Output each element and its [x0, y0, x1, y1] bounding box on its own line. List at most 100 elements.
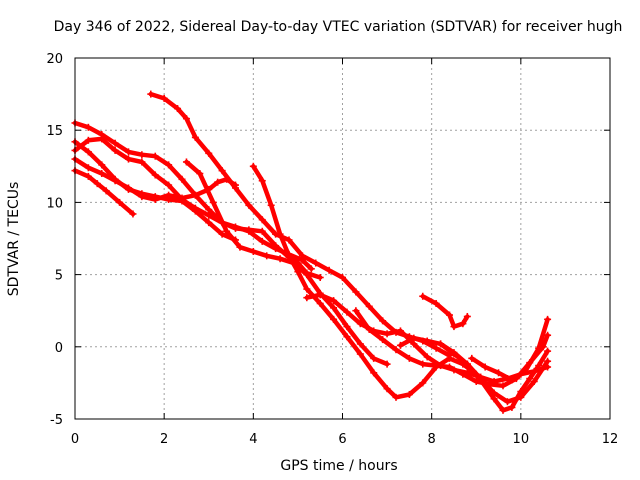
data-point — [178, 175, 186, 183]
data-point — [303, 294, 311, 302]
data-point — [214, 178, 222, 186]
data-point — [84, 148, 92, 156]
series-line — [72, 168, 136, 217]
axis-ticks — [74, 57, 611, 420]
data-point — [392, 393, 400, 401]
data-point — [174, 105, 182, 113]
data-point — [432, 344, 440, 352]
data-point — [472, 377, 480, 385]
data-point — [205, 211, 213, 219]
data-point — [111, 175, 119, 183]
data-point — [370, 354, 378, 362]
data-point — [521, 367, 529, 375]
data-point — [298, 252, 306, 260]
data-point — [191, 133, 199, 141]
data-point — [446, 311, 453, 319]
data-point — [205, 219, 213, 227]
data-point — [98, 135, 106, 143]
data-point — [178, 196, 186, 204]
data-point — [125, 148, 132, 156]
data-point — [405, 390, 413, 398]
data-point — [463, 360, 471, 368]
series-track-13 — [437, 340, 552, 414]
data-point — [218, 167, 226, 175]
data-point — [379, 317, 387, 325]
data-point — [236, 243, 244, 251]
x-tick-label: 10 — [513, 432, 530, 447]
data-point — [544, 347, 552, 355]
data-point — [84, 172, 92, 180]
x-tick-label: 8 — [428, 432, 436, 447]
data-point — [245, 226, 253, 234]
data-point — [499, 382, 507, 390]
data-point — [191, 204, 199, 212]
data-point — [245, 201, 253, 209]
grid — [75, 58, 610, 419]
data-point — [446, 363, 453, 371]
data-point — [196, 170, 204, 178]
y-tick-label: 20 — [46, 52, 63, 67]
data-point — [339, 273, 346, 281]
x-tick-label: 6 — [338, 432, 346, 447]
data-point — [530, 377, 538, 385]
data-point — [285, 252, 293, 260]
data-point — [258, 216, 266, 224]
series-layer — [71, 90, 552, 414]
data-point — [343, 323, 351, 331]
data-point — [468, 354, 476, 362]
data-point — [276, 255, 284, 263]
series-track-8 — [249, 162, 489, 401]
data-point — [276, 230, 284, 238]
data-point — [356, 340, 364, 348]
data-point — [125, 185, 132, 193]
series-track-6 — [147, 90, 453, 359]
data-point — [165, 181, 173, 189]
data-point — [84, 164, 92, 172]
data-point — [165, 196, 173, 204]
data-point — [93, 180, 101, 188]
y-tick-label: -5 — [50, 413, 63, 428]
data-point — [312, 259, 320, 267]
data-point — [419, 379, 427, 387]
data-point — [392, 346, 400, 354]
data-point — [209, 198, 217, 206]
data-point — [316, 273, 324, 281]
data-point — [116, 198, 124, 206]
data-point — [383, 360, 391, 368]
data-point — [138, 151, 146, 159]
data-point — [481, 363, 489, 371]
data-point — [499, 406, 507, 414]
data-point — [205, 149, 213, 157]
data-point — [503, 398, 511, 406]
data-point — [535, 344, 543, 352]
series-track-7 — [182, 158, 391, 368]
data-point — [303, 271, 311, 279]
data-point — [450, 350, 458, 358]
data-point — [147, 90, 155, 98]
data-point — [419, 360, 427, 368]
data-point — [151, 171, 159, 179]
data-point — [517, 388, 525, 396]
data-point — [396, 327, 404, 335]
data-point — [396, 341, 404, 349]
data-point — [232, 224, 239, 232]
data-point — [383, 330, 391, 338]
data-point — [463, 312, 471, 320]
series-track-12 — [419, 292, 471, 331]
data-point — [419, 292, 427, 300]
data-point — [330, 315, 338, 323]
data-point — [223, 227, 231, 235]
data-point — [330, 297, 338, 305]
y-tick-label: 15 — [46, 124, 63, 139]
data-point — [432, 299, 440, 307]
data-point — [325, 266, 333, 274]
data-point — [508, 376, 516, 384]
data-point — [111, 146, 119, 154]
series-line — [420, 294, 470, 329]
x-tick-label: 12 — [602, 432, 619, 447]
data-point — [330, 304, 338, 312]
data-point — [138, 158, 146, 166]
data-point — [165, 161, 173, 169]
data-point — [508, 403, 516, 411]
series-line — [148, 91, 452, 358]
